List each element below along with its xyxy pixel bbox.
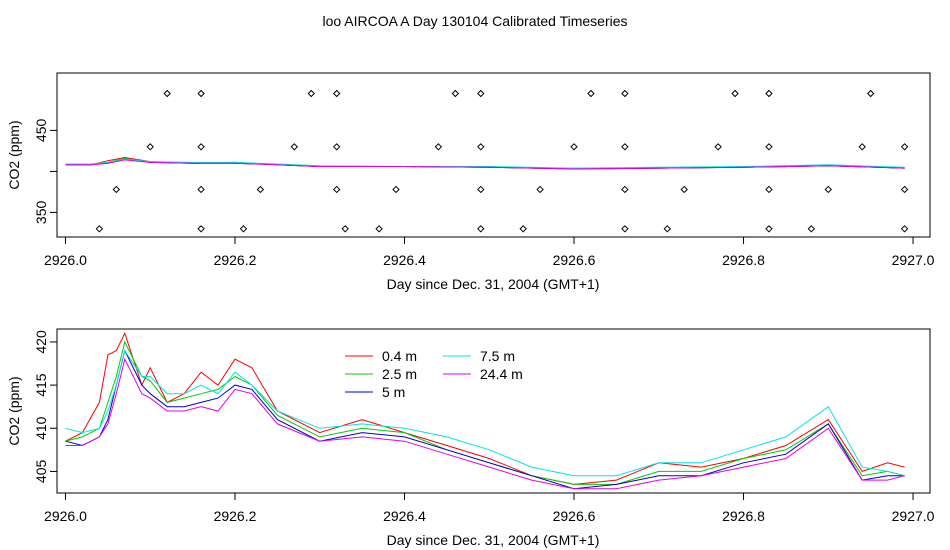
- diamond-marker: [332, 185, 341, 194]
- diamond-marker: [807, 225, 816, 233]
- top-y-axis-title: CO2 (ppm): [6, 120, 22, 189]
- legend: 0.4 m 2.5 m 5 m 7.5 m 24.4 m: [345, 348, 523, 400]
- diamond-marker: [95, 225, 104, 233]
- diamond-marker: [477, 143, 485, 151]
- diamond-marker: [858, 143, 866, 151]
- bottom-y-axis-title: CO2 (ppm): [6, 376, 22, 445]
- top-x-tick-label: 2926.8: [722, 252, 765, 268]
- top-x-tick-label: 2926.4: [383, 252, 426, 268]
- diamond-marker: [570, 143, 578, 151]
- legend-label: 5 m: [382, 384, 405, 400]
- diamond-marker: [824, 185, 832, 194]
- bottom-x-axis-title: Day since Dec. 31, 2004 (GMT+1): [387, 532, 600, 548]
- diamond-marker: [731, 89, 739, 98]
- top-series-line-4: [65, 158, 905, 169]
- top-y-tick-label: 450: [33, 119, 49, 143]
- diamond-marker: [112, 185, 121, 194]
- top-x-tick-label: 2926.0: [44, 252, 87, 268]
- diamond-marker: [866, 89, 875, 98]
- bottom-y-tick-label: 415: [33, 373, 49, 397]
- diamond-marker: [451, 89, 460, 98]
- diamond-marker: [197, 143, 205, 151]
- legend-label: 2.5 m: [382, 366, 417, 382]
- legend-label: 0.4 m: [382, 348, 417, 364]
- diamond-marker: [621, 225, 629, 233]
- bottom-series-line-2: [65, 340, 905, 485]
- diamond-marker: [765, 185, 773, 194]
- diamond-marker: [765, 89, 773, 98]
- diamond-marker: [536, 185, 544, 194]
- bottom-series-line-4: [65, 349, 905, 477]
- bottom-y-tick-label: 420: [33, 330, 49, 354]
- diamond-marker: [434, 143, 443, 151]
- diamond-marker: [290, 143, 299, 151]
- top-y-tick-label: 350: [33, 201, 49, 225]
- diamond-marker: [239, 225, 248, 233]
- diamond-marker: [256, 185, 265, 194]
- diamond-marker: [765, 225, 773, 233]
- bottom-y-tick-label: 410: [33, 416, 49, 440]
- diamond-marker: [900, 225, 909, 233]
- bottom-x-tick-label: 2926.8: [722, 508, 765, 524]
- bottom-plot-frame: [56, 328, 931, 494]
- diamond-marker: [197, 225, 205, 233]
- bottom-chart-panel: 2926.0 2926.2 2926.4 2926.6 2926.8 2927.0 405 4…: [6, 328, 935, 548]
- bottom-x-tick-label: 2926.4: [383, 508, 426, 524]
- diamond-marker: [680, 185, 688, 194]
- top-x-tick-label: 2926.6: [553, 252, 596, 268]
- bottom-x-tick-label: 2926.0: [44, 508, 87, 524]
- legend-label: 24.4 m: [480, 366, 523, 382]
- diamond-marker: [341, 225, 349, 233]
- diamond-marker: [621, 185, 629, 194]
- diamond-marker: [714, 143, 722, 151]
- diamond-marker: [375, 225, 383, 233]
- top-x-tick-label: 2926.2: [214, 252, 257, 268]
- top-series-line-5: [65, 159, 905, 170]
- diamond-marker: [900, 185, 909, 194]
- diamond-marker: [587, 89, 595, 98]
- diamond-marker: [163, 89, 171, 98]
- diamond-marker: [900, 143, 909, 151]
- diamond-marker: [621, 143, 629, 151]
- diamond-marker: [621, 89, 629, 98]
- diamond-marker: [332, 89, 341, 98]
- top-plot-frame: [56, 72, 931, 238]
- diamond-marker: [146, 143, 154, 151]
- top-x-axis-title: Day since Dec. 31, 2004 (GMT+1): [387, 276, 600, 292]
- diamond-marker: [477, 225, 485, 233]
- bottom-x-tick-label: 2927.0: [892, 508, 935, 524]
- bottom-x-tick-label: 2926.2: [214, 508, 257, 524]
- diamond-marker: [519, 225, 527, 233]
- diamond-marker: [307, 89, 315, 98]
- top-chart-panel: 2926.0 2926.2 2926.4 2926.6 2926.8 2927.0 350 4…: [6, 72, 935, 292]
- diamond-marker: [663, 225, 671, 233]
- diamond-marker: [332, 143, 341, 151]
- bottom-series-line-5: [65, 357, 905, 490]
- diamond-marker: [392, 185, 400, 194]
- diamond-marker: [197, 185, 205, 194]
- diamond-marker: [765, 143, 773, 151]
- legend-label: 7.5 m: [480, 348, 515, 364]
- figure-title: loo AIRCOA A Day 130104 Calibrated Times…: [322, 13, 627, 29]
- diamond-marker: [197, 89, 205, 98]
- diamond-marker: [477, 185, 485, 194]
- bottom-y-tick-label: 405: [33, 460, 49, 484]
- bottom-x-tick-label: 2926.6: [553, 508, 596, 524]
- top-x-tick-label: 2927.0: [892, 252, 935, 268]
- diamond-marker: [477, 89, 485, 98]
